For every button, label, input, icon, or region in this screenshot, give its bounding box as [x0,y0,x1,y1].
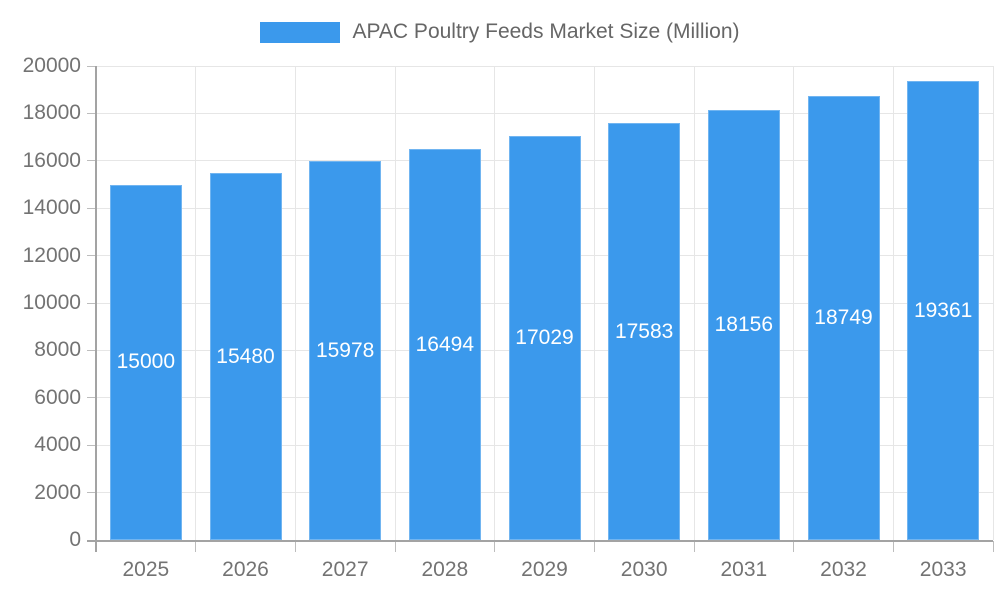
x-gridline [693,66,695,540]
bar-value-label: 17583 [614,319,674,343]
x-gridline [992,66,994,540]
y-tick [87,397,96,399]
y-tick [87,112,96,114]
bar-value-label: 19361 [913,298,973,322]
y-tick-label: 12000 [22,243,81,267]
bar-2031[interactable] [707,109,780,540]
x-tick [793,541,795,552]
bar-value-label: 18156 [714,312,774,336]
y-tick [87,302,96,304]
y-tick [87,207,96,209]
x-gridline [892,66,894,540]
y-tick-label: 14000 [22,196,81,220]
x-tick [892,541,894,552]
y-tick [87,255,96,257]
x-tick [992,541,994,552]
y-tick-label: 0 [69,528,81,551]
bar-2025[interactable] [109,184,182,540]
bar-value-label: 16494 [415,332,475,356]
y-tick-label: 10000 [22,291,81,314]
x-tick-label: 2032 [820,558,867,581]
legend-swatch-icon [260,21,341,43]
y-gridline [96,65,993,67]
x-tick-label: 2033 [919,558,967,581]
x-tick [494,541,496,552]
bar-2030[interactable] [608,123,681,540]
x-gridline [494,66,496,540]
y-tick-label: 2000 [34,480,81,504]
x-tick [394,541,396,552]
x-tick-label: 2029 [521,558,568,581]
bar-value-label: 15978 [315,338,375,362]
y-gridline [96,112,993,114]
bar-2027[interactable] [309,161,382,540]
y-tick-label: 16000 [22,148,81,172]
chart-legend[interactable]: APAC Poultry Feeds Market Size (Million) [0,18,1000,46]
y-tick [87,349,96,351]
bar-2032[interactable] [807,95,880,540]
y-tick-label: 20000 [22,54,81,77]
y-tick-label: 6000 [34,385,81,409]
y-tick [87,65,96,67]
x-axis-line [87,540,993,542]
x-tick-label: 2028 [421,558,469,581]
bar-value-label: 17029 [515,326,574,350]
bar-value-label: 15480 [216,344,275,368]
y-tick-label: 8000 [34,338,81,362]
legend-label: APAC Poultry Feeds Market Size (Million) [352,20,740,43]
x-gridline [195,66,197,540]
bar-value-label: 15000 [116,350,176,374]
x-gridline [593,66,595,540]
bar-value-label: 18749 [814,305,873,329]
bar-2026[interactable] [209,173,282,540]
x-tick-label: 2026 [222,558,269,581]
x-tick-label: 2031 [720,558,768,581]
x-tick-label: 2030 [620,558,668,581]
x-tick-label: 2027 [321,558,369,581]
y-tick [87,492,96,494]
x-gridline [394,66,396,540]
y-tick [87,444,96,446]
bar-2029[interactable] [508,136,581,540]
x-gridline [793,66,795,540]
bar-2028[interactable] [408,149,481,540]
x-tick [294,541,296,552]
x-tick [195,541,197,552]
y-axis-line [95,66,97,552]
x-tick [693,541,695,552]
y-tick [87,160,96,162]
y-tick-label: 18000 [22,101,81,125]
x-tick-label: 2025 [122,558,170,581]
bar-2033[interactable] [907,81,980,540]
x-gridline [294,66,296,540]
y-tick-label: 4000 [34,433,81,457]
x-tick [593,541,595,552]
